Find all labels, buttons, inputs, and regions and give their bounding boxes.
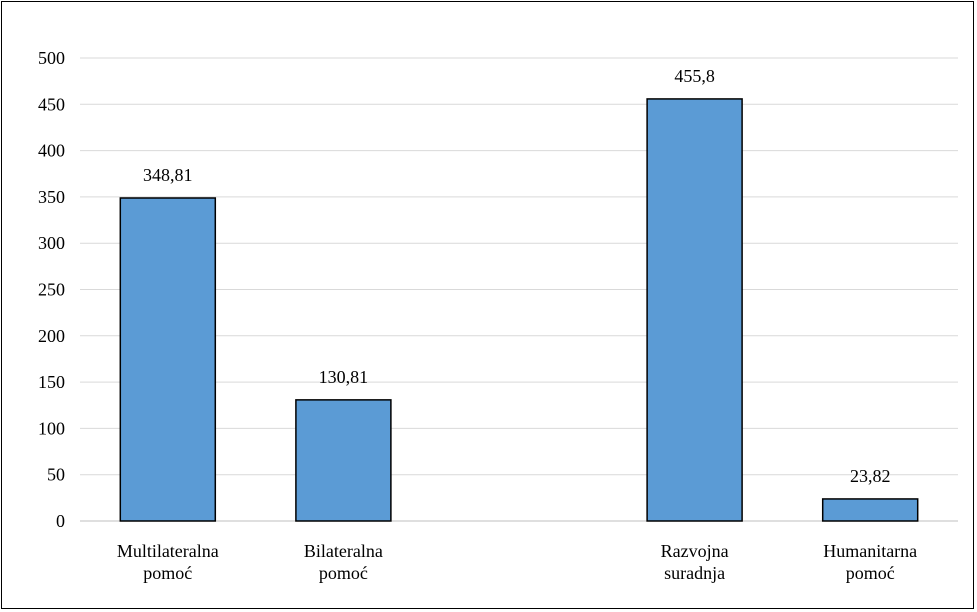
x-tick-label: Multilateralna [117, 541, 219, 561]
x-tick-label: pomoć [846, 563, 895, 583]
y-axis: 0 50 100 150 200 250 300 350 400 450 500 [38, 48, 65, 531]
y-tick-label: 300 [38, 233, 65, 253]
bar [295, 399, 392, 522]
x-tick-label: Bilateralna [304, 541, 383, 561]
y-tick-label: 450 [38, 94, 65, 114]
bar [646, 98, 743, 522]
y-tick-label: 500 [38, 48, 65, 68]
x-tick-label: pomoć [143, 563, 192, 583]
x-tick-label: Razvojna [661, 541, 729, 561]
gridlines [80, 57, 958, 522]
x-tick-label: Humanitarna [823, 541, 917, 561]
y-tick-label: 50 [47, 465, 65, 485]
data-label: 455,8 [674, 66, 715, 86]
y-tick-label: 400 [38, 141, 65, 161]
y-tick-label: 100 [38, 418, 65, 438]
y-tick-label: 350 [38, 187, 65, 207]
data-label: 23,82 [850, 466, 891, 486]
y-tick-label: 250 [38, 280, 65, 300]
y-tick-label: 200 [38, 326, 65, 346]
y-tick-label: 0 [56, 511, 65, 531]
bar [821, 498, 919, 522]
bars [119, 98, 919, 522]
data-labels: 348,81 130,81 455,8 23,82 [143, 66, 890, 486]
y-tick-label: 150 [38, 372, 65, 392]
x-tick-label: pomoć [319, 563, 368, 583]
data-label: 348,81 [143, 165, 193, 185]
x-axis: MultilateralnapomoćBilateralnapomoćRazvo… [117, 541, 917, 583]
bar [119, 197, 217, 522]
x-tick-label: suradnja [664, 563, 725, 583]
data-label: 130,81 [319, 367, 369, 387]
